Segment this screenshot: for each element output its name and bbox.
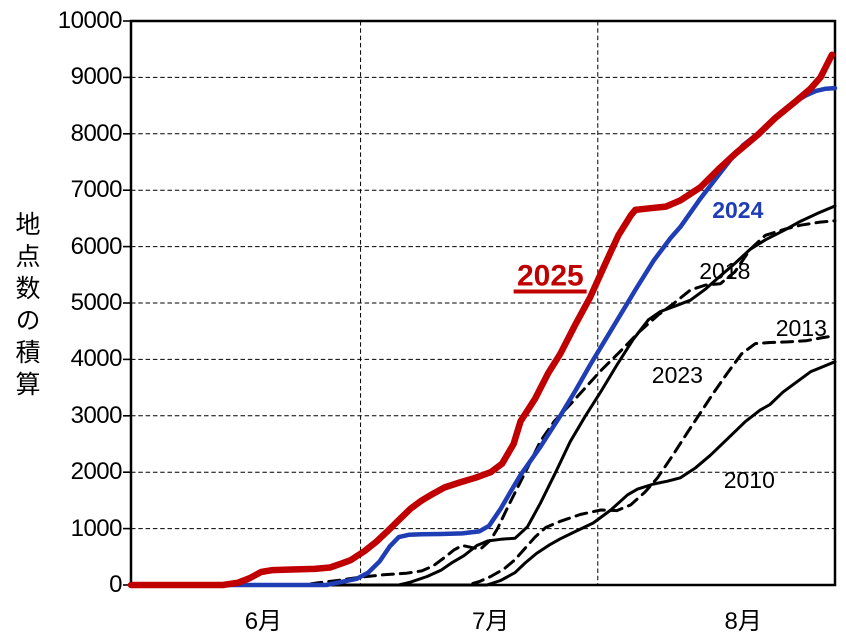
y-tick-label-7000: 7000 [70, 176, 123, 204]
y-tick-label-10000: 10000 [57, 7, 123, 34]
y-tick-label-8000: 8000 [70, 119, 123, 147]
series-line-2023 [129, 204, 837, 587]
series-label-2025: 2025 [513, 261, 587, 294]
series-line-2010 [129, 360, 837, 587]
series-line-2013 [129, 334, 837, 587]
series-label-2018: 2018 [699, 257, 751, 284]
y-tick-label-1000: 1000 [70, 514, 123, 542]
y-tick-label-2000: 2000 [70, 458, 123, 486]
y-tick-label-6000: 6000 [70, 232, 123, 260]
y-tick-label-4000: 4000 [70, 345, 123, 373]
y-tick-label-5000: 5000 [70, 289, 123, 316]
x-month-label-7月: 7月 [471, 608, 510, 635]
series-label-2023: 2023 [651, 362, 703, 389]
x-month-label-6月: 6月 [244, 608, 283, 635]
series-line-2025 [127, 51, 836, 589]
series-label-2024: 2024 [712, 196, 764, 223]
y-axis-title: 地点数の積算 [12, 211, 40, 403]
series-label-2010: 2010 [723, 467, 775, 494]
series-label-2013: 2013 [775, 314, 827, 341]
y-tick-label-3000: 3000 [70, 401, 123, 429]
y-tick-label-9000: 9000 [70, 63, 123, 91]
x-month-label-8月: 8月 [724, 608, 762, 635]
y-tick-label-0: 0 [109, 571, 122, 598]
